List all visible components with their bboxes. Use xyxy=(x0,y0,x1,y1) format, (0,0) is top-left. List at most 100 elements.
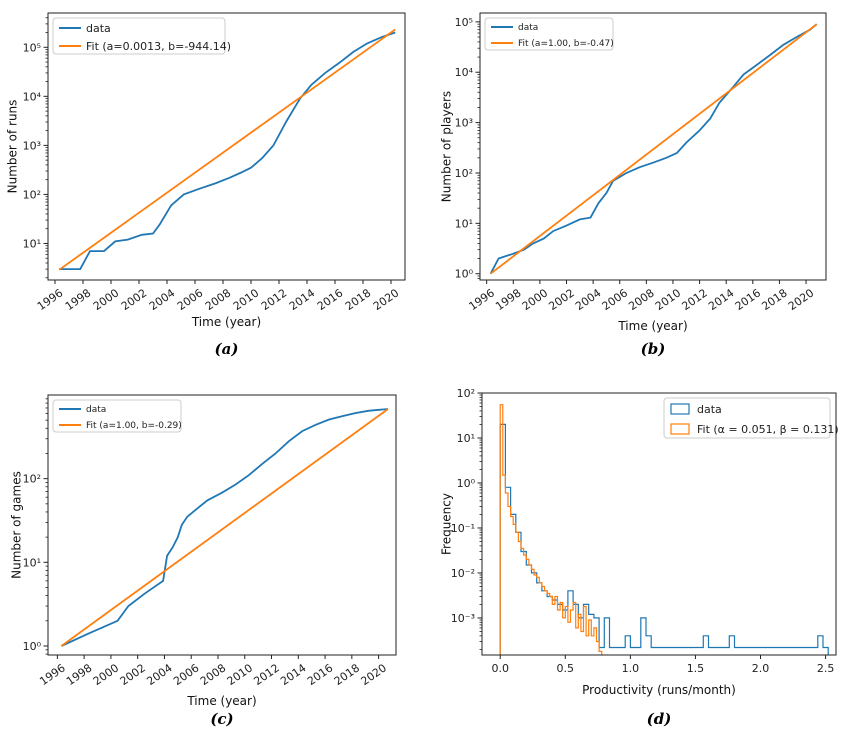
x-tick-label: 2008 xyxy=(626,286,656,313)
x-axis-label: Productivity (runs/month) xyxy=(582,683,736,697)
x-tick-label: 0.0 xyxy=(491,662,509,675)
x-tick-label: 1.5 xyxy=(687,662,705,675)
x-tick-label: 2.5 xyxy=(817,662,835,675)
panel-caption: (b) xyxy=(641,340,666,358)
x-tick-label: 1.0 xyxy=(622,662,640,675)
x-tick-label: 2004 xyxy=(147,286,177,313)
x-axis-label: Time (year) xyxy=(617,319,687,333)
x-tick-label: 2014 xyxy=(278,661,308,688)
x-tick-label: 1998 xyxy=(64,661,94,688)
y-tick-label: 10² xyxy=(23,188,41,201)
panel-caption: (c) xyxy=(210,710,233,728)
legend-label: data xyxy=(518,23,538,33)
y-tick-label: 10³ xyxy=(23,139,41,152)
y-axis-label: Frequency xyxy=(440,493,454,555)
axes-frame xyxy=(47,12,406,281)
legend-swatch xyxy=(670,423,690,435)
series-line-b-1 xyxy=(490,23,818,275)
legend-box xyxy=(52,17,226,55)
y-tick-label: 10⁴ xyxy=(455,66,474,79)
y-tick-label: 10⁻³ xyxy=(451,612,475,625)
x-tick-label: 0.5 xyxy=(557,662,575,675)
x-tick-label: 2004 xyxy=(144,661,174,688)
series-line-c-0 xyxy=(61,408,389,647)
x-tick-label: 2016 xyxy=(315,286,345,313)
x-tick-label: 2.0 xyxy=(752,662,770,675)
legend-box xyxy=(52,399,182,433)
legend-label: Fit (a=1.00, b=-0.47) xyxy=(518,39,614,49)
y-tick-label: 10⁵ xyxy=(455,16,473,29)
y-tick-label: 10¹ xyxy=(23,556,41,569)
panel-caption: (d) xyxy=(647,710,672,728)
legend-label: data xyxy=(86,405,106,415)
y-tick-label: 10⁵ xyxy=(23,41,41,54)
x-tick-label: 2010 xyxy=(225,661,255,688)
x-tick-label: 2000 xyxy=(520,286,550,313)
x-tick-label: 2002 xyxy=(546,286,576,313)
legend-label: data xyxy=(86,22,111,35)
x-tick-label: 2018 xyxy=(343,286,373,313)
legend-box xyxy=(484,17,614,51)
y-tick-label: 10⁻¹ xyxy=(451,522,475,535)
series-line-c-1 xyxy=(60,408,389,647)
y-tick-label: 10² xyxy=(457,387,475,400)
x-tick-label: 1996 xyxy=(37,661,67,688)
y-axis-label: Number of runs xyxy=(6,100,20,194)
x-tick-label: 1996 xyxy=(467,286,497,313)
x-tick-label: 2006 xyxy=(175,286,205,313)
legend-label: Fit (a=0.0013, b=-944.14) xyxy=(86,40,231,53)
legend-box xyxy=(663,397,831,439)
x-tick-label: 2006 xyxy=(600,286,630,313)
x-tick-label: 2004 xyxy=(573,286,603,313)
y-tick-label: 10² xyxy=(23,473,41,486)
x-tick-label: 2002 xyxy=(119,286,149,313)
x-tick-label: 2016 xyxy=(733,286,763,313)
x-tick-label: 2016 xyxy=(305,661,335,688)
x-tick-label: 2008 xyxy=(203,286,233,313)
panel-caption: (a) xyxy=(215,340,239,358)
x-tick-label: 2014 xyxy=(706,286,736,313)
series-line-d-0 xyxy=(499,423,829,655)
legend-label: data xyxy=(697,403,722,416)
y-tick-label: 10⁰ xyxy=(455,268,474,281)
axes-frame xyxy=(47,394,397,656)
x-tick-label: 2012 xyxy=(251,661,281,688)
y-tick-label: 10¹ xyxy=(23,237,41,250)
x-tick-label: 2018 xyxy=(759,286,789,313)
x-tick-label: 1998 xyxy=(63,286,93,313)
y-axis-label: Number of players xyxy=(440,91,454,202)
y-tick-label: 10⁴ xyxy=(23,90,42,103)
axes-frame xyxy=(479,12,827,281)
axes-frame xyxy=(481,392,837,656)
chart-panel-b: 1996199820002002200420062008201020122014… xyxy=(440,12,827,358)
legend-label: Fit (a=1.00, b=-0.29) xyxy=(86,421,182,431)
chart-panel-a: 1996199820002002200420062008201020122014… xyxy=(6,12,406,358)
x-tick-label: 2020 xyxy=(371,286,401,313)
y-tick-label: 10¹ xyxy=(455,217,473,230)
y-axis-label: Number of games xyxy=(10,471,24,579)
chart-panel-c: 1996199820002002200420062008201020122014… xyxy=(10,394,397,728)
x-tick-label: 2020 xyxy=(359,661,389,688)
x-tick-label: 2010 xyxy=(231,286,261,313)
series-line-d-1 xyxy=(499,404,603,655)
y-tick-label: 10³ xyxy=(455,117,473,130)
x-tick-label: 2012 xyxy=(259,286,289,313)
x-axis-label: Time (year) xyxy=(191,315,261,329)
x-tick-label: 2020 xyxy=(786,286,816,313)
series-line-b-0 xyxy=(489,23,818,275)
y-tick-label: 10¹ xyxy=(457,432,475,445)
series-line-a-0 xyxy=(59,31,396,270)
x-tick-label: 2000 xyxy=(91,661,121,688)
y-tick-label: 10⁻² xyxy=(451,567,475,580)
series-line-a-1 xyxy=(58,28,396,271)
x-tick-label: 2018 xyxy=(332,661,362,688)
y-tick-label: 10² xyxy=(455,167,473,180)
x-tick-label: 2010 xyxy=(653,286,683,313)
y-tick-label: 10⁰ xyxy=(23,640,42,653)
x-tick-label: 2012 xyxy=(679,286,709,313)
y-tick-label: 10⁰ xyxy=(457,477,476,490)
x-tick-label: 2000 xyxy=(91,286,121,313)
x-tick-label: 2006 xyxy=(171,661,201,688)
chart-panel-d: 0.0 0.5 1.0 1.5 2.0 2.5 10⁻³ 10⁻² 10⁻¹ 10⁰ 10¹ 10² P… xyxy=(440,387,839,728)
